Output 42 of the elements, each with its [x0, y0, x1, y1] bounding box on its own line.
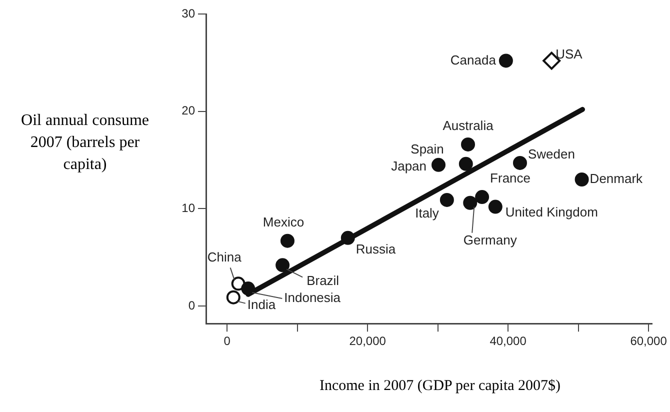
- annotation: Mexico: [262, 214, 304, 230]
- annotation: Brazil: [306, 272, 340, 288]
- point: [475, 190, 490, 204]
- annotation: Spain: [410, 142, 444, 157]
- y-tick-label: 0: [188, 298, 196, 312]
- point: [488, 200, 502, 214]
- point: [461, 137, 476, 152]
- point: [512, 156, 527, 170]
- annotation: Russia: [356, 242, 396, 257]
- point: [432, 158, 446, 172]
- y-tick-label: 20: [182, 104, 196, 118]
- point: [226, 290, 240, 304]
- point: [463, 196, 478, 210]
- annotation: Indonesia: [284, 290, 342, 306]
- annotation: Sweden: [528, 146, 575, 162]
- point: [458, 156, 473, 171]
- annotation: United Kingdom: [505, 204, 598, 220]
- point: [498, 54, 513, 68]
- annotation: China: [207, 249, 242, 264]
- point: [340, 230, 355, 245]
- x-tick-label: 0: [224, 334, 231, 348]
- point: [574, 172, 589, 187]
- annotation: Italy: [415, 206, 440, 221]
- annotation: Japan: [391, 158, 427, 174]
- point: [280, 234, 294, 248]
- y-tick-label: 30: [182, 6, 196, 20]
- annotation: France: [490, 170, 531, 186]
- point: [440, 192, 454, 207]
- annotation: Australia: [442, 118, 494, 134]
- annotation: Germany: [463, 232, 518, 248]
- annotation: Canada: [450, 52, 497, 68]
- point: [276, 258, 290, 272]
- point: [241, 282, 256, 296]
- y-tick-label: 10: [182, 201, 196, 216]
- annotation: India: [247, 296, 276, 312]
- x-tick-label: 20,000: [349, 334, 386, 348]
- annotation: USA: [556, 46, 583, 62]
- x-axis-title: Income in 2007 (GDP per capita 2007$): [318, 378, 562, 395]
- x-tick-label: 60,000: [630, 334, 668, 348]
- y-axis-title: Oil annual consume 2007 (barrels per capita): [20, 111, 150, 175]
- x-tick-label: 40,000: [490, 334, 527, 348]
- annotation: Denmark: [590, 171, 644, 186]
